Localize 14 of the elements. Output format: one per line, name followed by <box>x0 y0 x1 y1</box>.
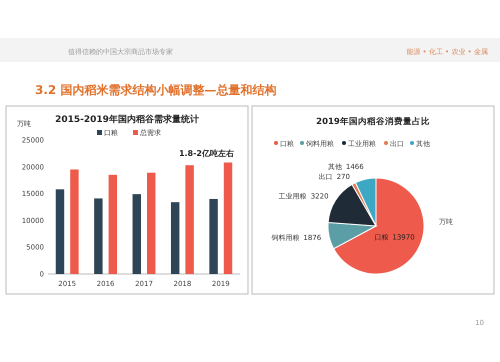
annotation: 1.8-2亿吨左右 <box>178 149 234 158</box>
bar <box>108 174 118 274</box>
bar <box>56 189 64 274</box>
bar <box>170 202 180 274</box>
text: 3.2 国内稻米需求结构小幅调整—总量和结构 <box>35 83 276 97</box>
chart-title: 2019年国内稻谷消费量占比 <box>316 116 430 127</box>
bar <box>224 162 232 274</box>
bar <box>147 172 156 274</box>
bar <box>70 169 79 274</box>
bar <box>209 198 218 274</box>
bar <box>94 198 103 274</box>
chart-title: 2015-2019年国内稻谷需求量统计 <box>55 114 199 125</box>
bar <box>132 194 141 274</box>
bar <box>185 165 194 274</box>
